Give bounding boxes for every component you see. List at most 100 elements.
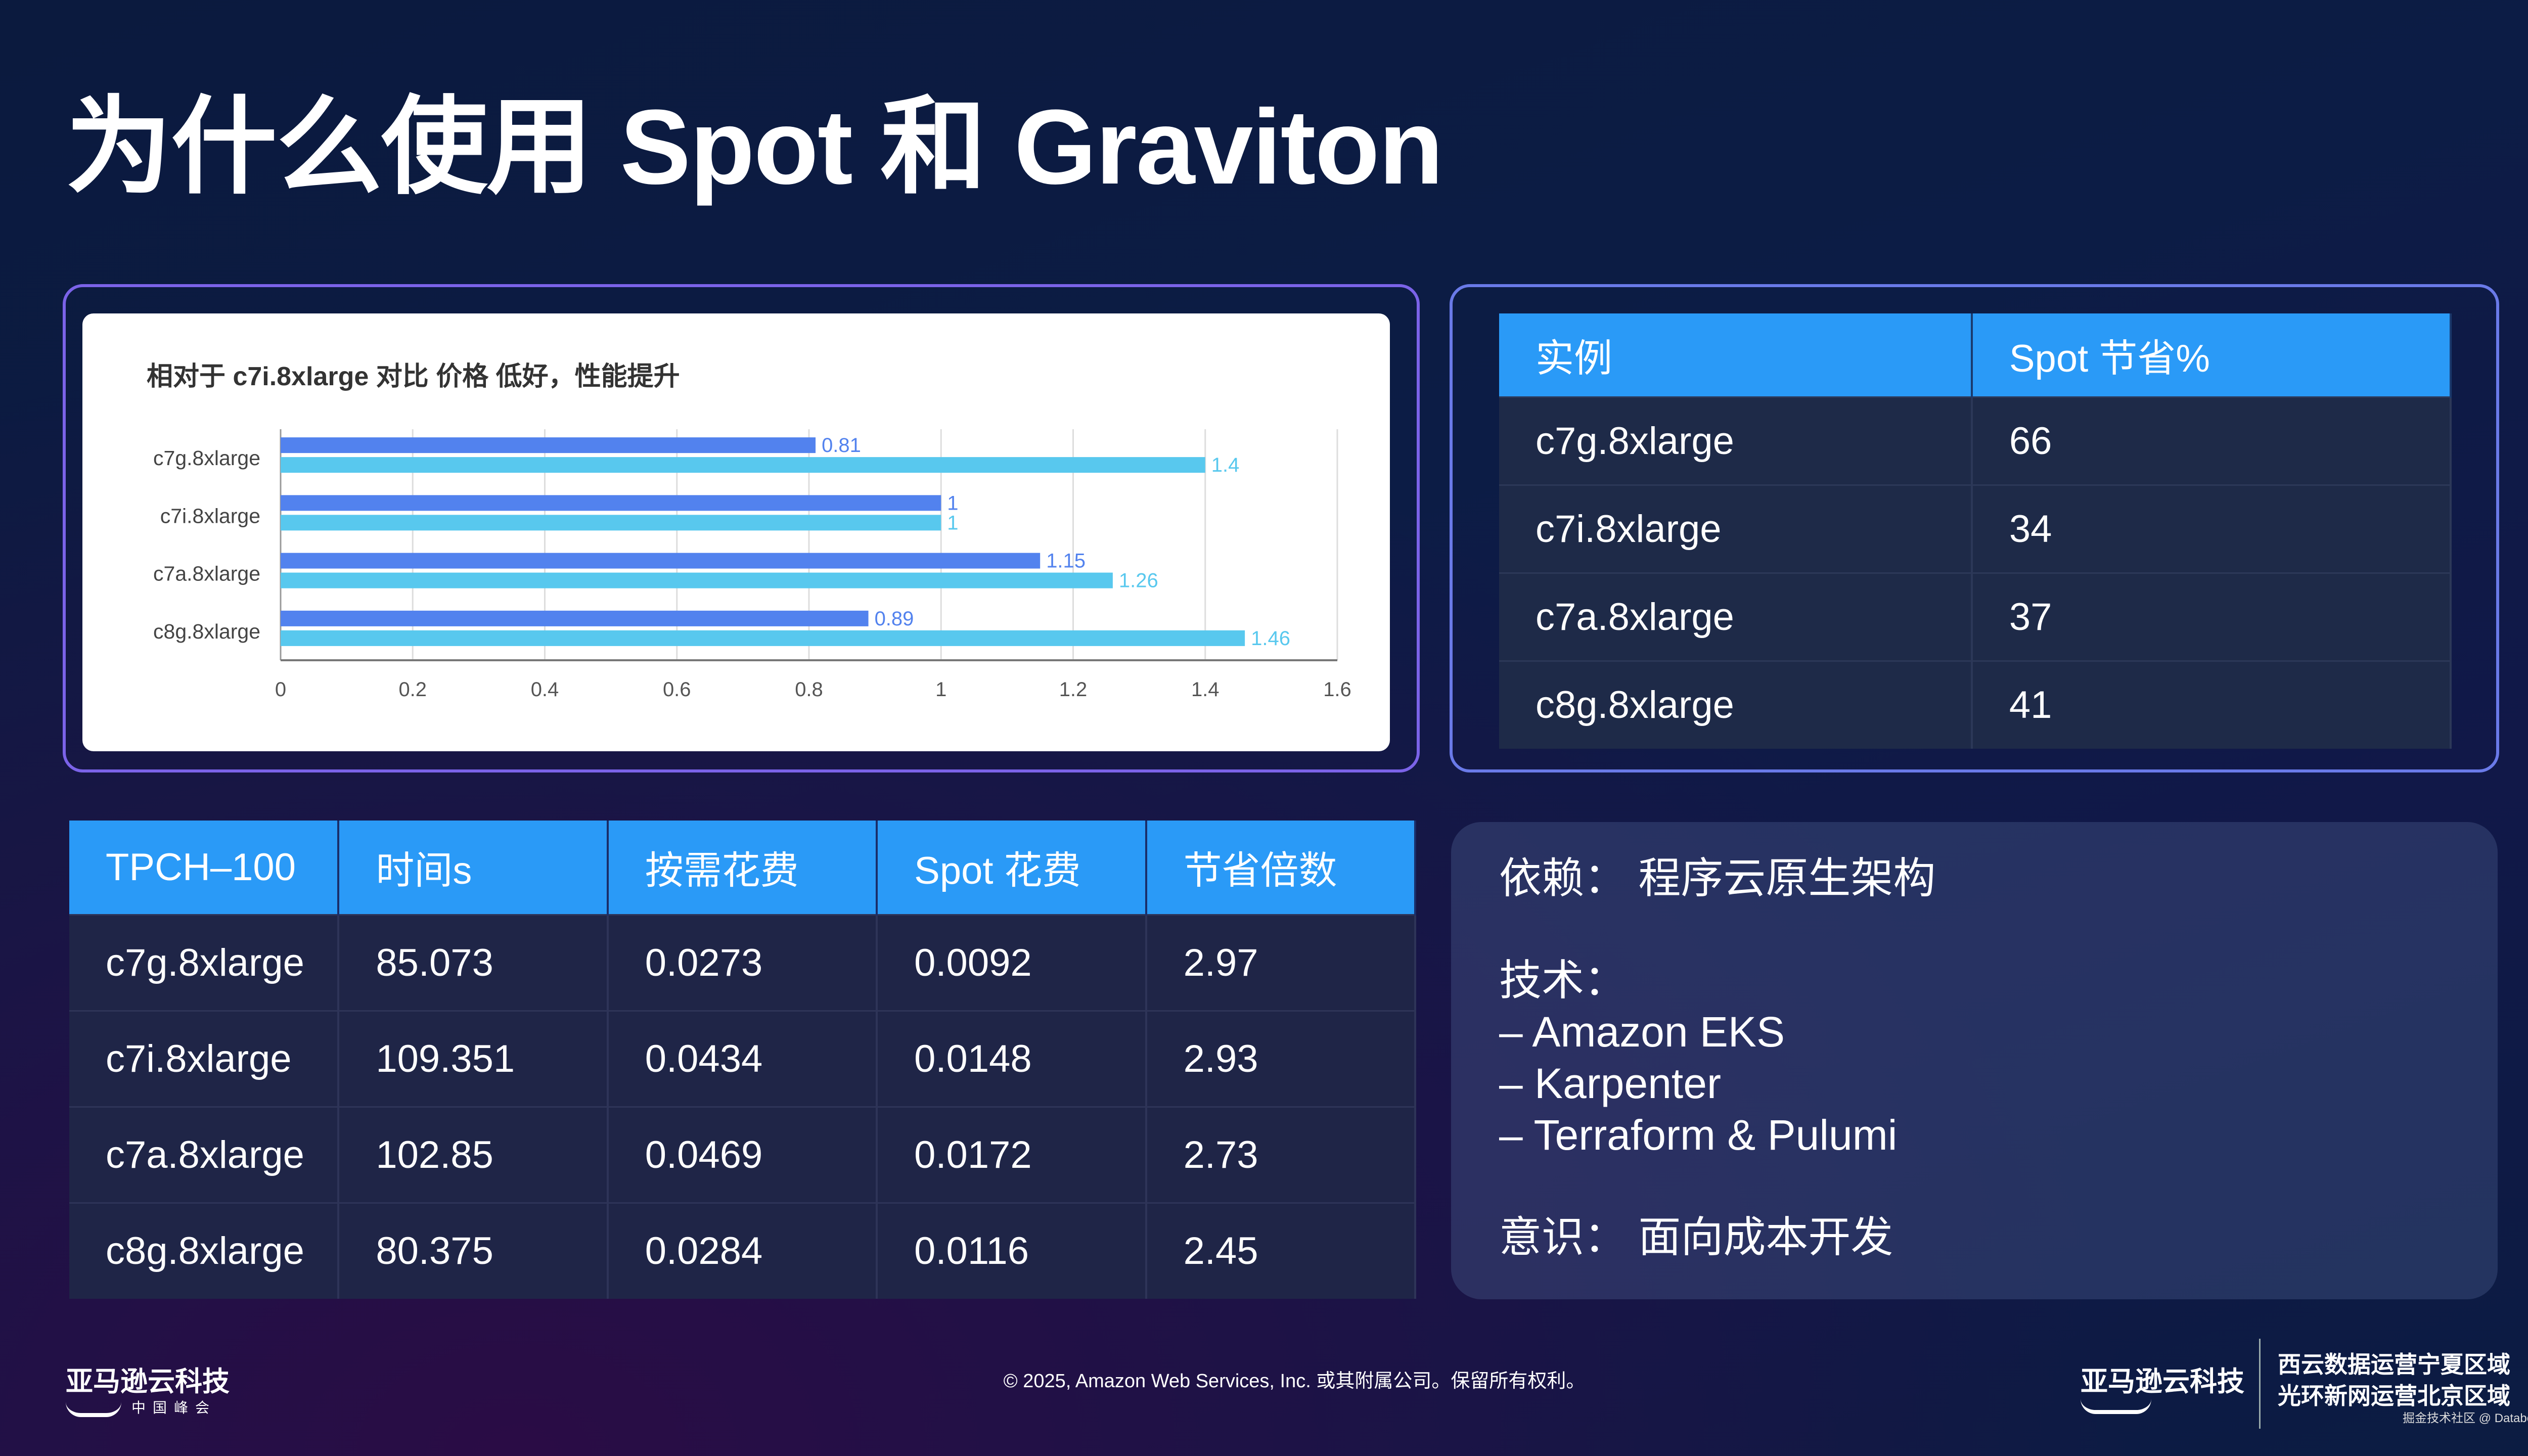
x-tick-label: 0.4 (531, 678, 559, 701)
table-row: c7a.8xlarge 37 (1499, 572, 2452, 661)
table-row: c7i.8xlarge 109.351 0.0434 0.0148 2.93 (69, 1010, 1417, 1107)
table-cell: c7i.8xlarge (69, 1010, 340, 1107)
smile-icon (66, 1402, 121, 1417)
table-cell: 41 (1971, 660, 2452, 749)
chart-panel (63, 284, 1420, 772)
data-label: 1 (947, 492, 958, 514)
category-label: c8g.8xlarge (153, 620, 260, 643)
table-cell: 109.351 (338, 1010, 609, 1107)
category-label: c7g.8xlarge (153, 446, 260, 470)
spot-panel (1450, 284, 2499, 772)
data-label: 1.15 (1046, 550, 1086, 572)
mindset-text: 意识： 面向成本开发 (1499, 1213, 1893, 1261)
table-cell: c8g.8xlarge (69, 1202, 340, 1299)
spot-savings-table: 实例 Spot 节省% c7g.8xlarge 66 c7i.8xlarge 34 c7… (1499, 313, 2452, 749)
table-row: c8g.8xlarge 80.375 0.0284 0.0116 2.45 (69, 1202, 1417, 1299)
table-header: 节省倍数 (1146, 821, 1417, 915)
data-label: 1.4 (1211, 454, 1240, 476)
table-cell: 0.0284 (607, 1202, 878, 1299)
bar (281, 610, 869, 626)
table-cell: 0.0469 (607, 1106, 878, 1203)
bar-chart: 相对于 c7i.8xlarge 对比 价格 低好，性能提升 0 0.2 0.4 0.6 0… (147, 362, 1351, 701)
table-cell: 34 (1971, 484, 2452, 573)
data-label: 1.46 (1251, 627, 1290, 650)
table-cell: c7a.8xlarge (69, 1106, 340, 1203)
x-tick-label: 1.6 (1323, 678, 1351, 701)
table-row: c7g.8xlarge 66 (1499, 396, 2452, 485)
x-tick-label: 0 (275, 678, 286, 701)
page-title: 为什么使用 Spot 和 Graviton (66, 87, 1443, 206)
table-cell: 2.97 (1146, 914, 1417, 1011)
summit-logo: 亚马逊云科技 中国峰会 (66, 1359, 230, 1417)
table-header: 时间s (338, 821, 609, 915)
table-cell: c8g.8xlarge (1499, 660, 1973, 749)
tech-item: – Amazon EKS (1499, 1008, 1785, 1056)
table-cell: c7g.8xlarge (1499, 396, 1973, 485)
table-row: c7g.8xlarge 85.073 0.0273 0.0092 2.97 (69, 914, 1417, 1011)
watermark: 掘金技术社区 @ Databend (2403, 1412, 2528, 1425)
table-cell: c7a.8xlarge (1499, 572, 1973, 661)
table-row: c7i.8xlarge 34 (1499, 484, 2452, 573)
table-cell: 85.073 (338, 914, 609, 1011)
bar (281, 437, 816, 453)
table-cell: 0.0273 (607, 914, 878, 1011)
logo-text: 亚马逊云科技 (66, 1367, 230, 1397)
table-header: 按需花费 (607, 821, 878, 915)
logo-text: 亚马逊云科技 (2081, 1367, 2244, 1397)
header-instance: 实例 (1499, 313, 1973, 397)
category-label: c7a.8xlarge (153, 562, 260, 585)
table-cell: 2.73 (1146, 1106, 1417, 1203)
table-cell: 0.0148 (877, 1010, 1147, 1107)
table-cell: 37 (1971, 572, 2452, 661)
x-tick-label: 0.2 (398, 678, 427, 701)
table-cell: 0.0116 (877, 1202, 1147, 1299)
chart-title: 相对于 c7i.8xlarge 对比 价格 低好，性能提升 (147, 362, 680, 391)
table-cell: 0.0434 (607, 1010, 878, 1107)
table-cell: c7i.8xlarge (1499, 484, 1973, 573)
smile-icon (2081, 1399, 2151, 1414)
table-header: TPCH–100 (69, 821, 340, 915)
tech-item: – Terraform & Pulumi (1499, 1111, 1898, 1159)
data-label: 1.26 (1119, 570, 1158, 592)
x-tick-label: 0.6 (663, 678, 691, 701)
table-cell: 0.0092 (877, 914, 1147, 1011)
aws-china-logo: 亚马逊云科技 (2081, 1359, 2244, 1414)
bar (281, 495, 941, 511)
table-cell: 102.85 (338, 1106, 609, 1203)
table-cell: 66 (1971, 396, 2452, 485)
bar (281, 457, 1205, 473)
region-beijing: 光环新网运营北京区域 (2278, 1383, 2510, 1409)
data-label: 0.89 (875, 608, 914, 630)
table-cell: 2.93 (1146, 1010, 1417, 1107)
dependency-text: 依赖： 程序云原生架构 (1499, 854, 1936, 902)
tech-item: – Karpenter (1499, 1060, 1721, 1107)
table-cell: 0.0172 (877, 1106, 1147, 1203)
table-cell: 2.45 (1146, 1202, 1417, 1299)
region-ningxia: 西云数据运营宁夏区域 (2278, 1351, 2510, 1378)
tpch-table: TPCH–100 时间s 按需花费 Spot 花费 节省倍数 c7g.8xlarge 85… (69, 821, 1417, 1299)
bar (281, 630, 1245, 646)
table-row: c7a.8xlarge 102.85 0.0469 0.0172 2.73 (69, 1106, 1417, 1203)
bar (281, 572, 1113, 588)
copyright: © 2025, Amazon Web Services, Inc. 或其附属公司… (1003, 1371, 1586, 1392)
data-label: 0.81 (822, 434, 861, 457)
header-spot-savings: Spot 节省% (1971, 313, 2452, 397)
table-row: c8g.8xlarge 41 (1499, 660, 2452, 749)
bar (281, 515, 941, 531)
region-text: 西云数据运营宁夏区域 光环新网运营北京区域 (2278, 1349, 2510, 1412)
logo-subtext: 中国峰会 (131, 1400, 217, 1416)
x-tick-label: 1.2 (1059, 678, 1088, 701)
category-label: c7i.8xlarge (160, 504, 260, 527)
x-tick-label: 1 (935, 678, 946, 701)
bar (281, 553, 1041, 569)
tech-label: 技术： (1499, 957, 1627, 1004)
x-tick-label: 1.4 (1191, 678, 1220, 701)
table-header: Spot 花费 (877, 821, 1147, 915)
x-tick-label: 0.8 (795, 678, 823, 701)
chart-card: 相对于 c7i.8xlarge 对比 价格 低好，性能提升 0 0.2 0.4 0.6 0… (82, 313, 1390, 751)
footer-divider (2259, 1339, 2261, 1429)
table-cell: c7g.8xlarge (69, 914, 340, 1011)
table-cell: 80.375 (338, 1202, 609, 1299)
info-box: 依赖： 程序云原生架构 技术： – Amazon EKS – Karpenter… (1451, 822, 2498, 1299)
data-label: 1 (947, 512, 958, 534)
